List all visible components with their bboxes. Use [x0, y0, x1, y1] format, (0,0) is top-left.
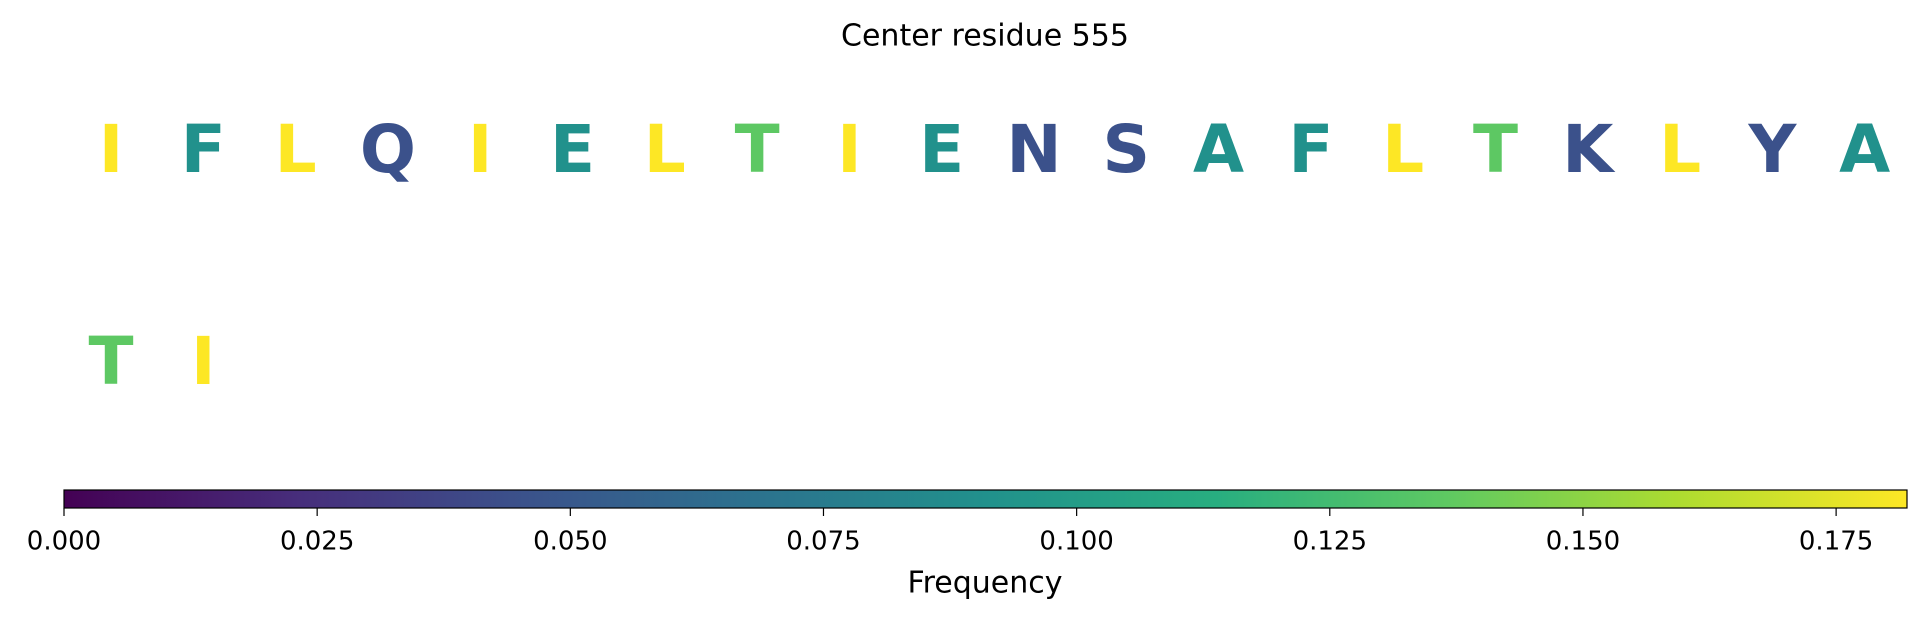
x-tick-label: 0.025	[280, 527, 354, 557]
residue-letter: I	[191, 323, 216, 400]
x-tick-label: 0.125	[1293, 527, 1367, 557]
x-tick-label: 0.050	[533, 527, 607, 557]
residue-letter: I	[837, 111, 862, 188]
residue-letter: S	[1103, 111, 1151, 188]
chart-title: Center residue 555	[841, 19, 1129, 54]
x-axis-label: Frequency	[908, 566, 1063, 601]
residue-letter: Y	[1748, 111, 1798, 188]
residue-letter: N	[1006, 111, 1061, 188]
residue-letter: Q	[360, 111, 416, 188]
x-tick-label: 0.075	[786, 527, 860, 557]
x-tick-label: 0.175	[1799, 527, 1873, 557]
residue-letter: I	[468, 111, 493, 188]
colorbar	[63, 489, 1908, 509]
x-tick-label: 0.150	[1546, 527, 1620, 557]
residue-letter: F	[1288, 111, 1333, 188]
residue-letter: T	[735, 111, 780, 188]
residue-letter: F	[181, 111, 226, 188]
residue-letter: L	[1659, 111, 1701, 188]
residue-letter: E	[550, 111, 595, 188]
residue-letter: L	[644, 111, 686, 188]
x-tick-label: 0.000	[27, 527, 101, 557]
residue-letter: I	[99, 111, 124, 188]
residue-letter: A	[1839, 111, 1890, 188]
residue-letter: L	[1382, 111, 1424, 188]
residue-letter: E	[919, 111, 964, 188]
residue-letter: K	[1562, 111, 1616, 188]
x-tick-label: 0.100	[1039, 527, 1113, 557]
residue-letter: T	[1473, 111, 1518, 188]
residue-letter: L	[275, 111, 317, 188]
residue-letter: T	[88, 323, 133, 400]
residue-letter: A	[1193, 111, 1244, 188]
